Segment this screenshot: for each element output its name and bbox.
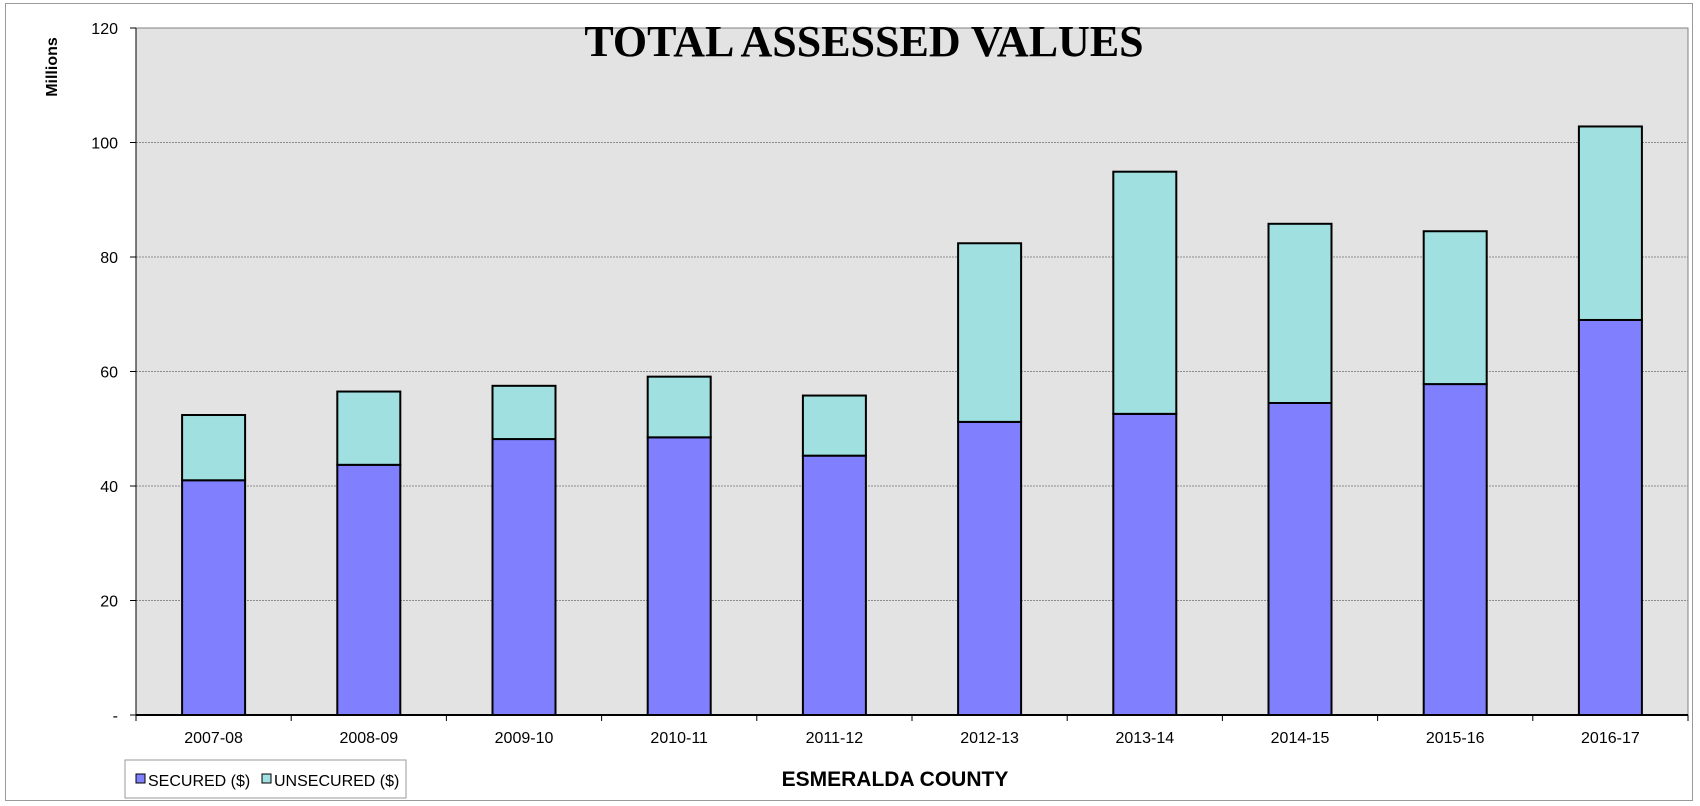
- bar-unsecured-2008-09: [336, 390, 402, 466]
- y-tick-label: 80: [100, 250, 118, 267]
- bar-unsecured-2015-16: [1422, 230, 1488, 386]
- y-tick-label: 100: [91, 136, 118, 153]
- bar-secured-2014-15: [1267, 401, 1333, 716]
- y-axis-label: Millions: [44, 37, 61, 97]
- legend: SECURED ($) UNSECURED ($): [124, 759, 407, 799]
- x-tick-label: 2015-16: [1426, 730, 1485, 747]
- x-tick-label: 2012-13: [960, 730, 1019, 747]
- bar-unsecured-2010-11: [646, 375, 712, 439]
- x-axis-ticks: 2007-08 2008-09 2009-10 2010-11 2011-12 2012-…: [135, 715, 1689, 747]
- bar-unsecured-2013-14: [1112, 170, 1178, 415]
- bar-secured-2011-12: [801, 454, 867, 716]
- bar-unsecured-2011-12: [801, 394, 867, 457]
- x-tick-label: 2007-08: [184, 730, 243, 747]
- legend-entry: UNSECURED ($): [274, 773, 399, 790]
- bar-secured-2009-10: [491, 438, 557, 716]
- bar-secured-2013-14: [1112, 412, 1178, 716]
- chart-title: TOTAL ASSESSED VALUES: [584, 17, 1143, 66]
- x-tick-label: 2011-12: [806, 730, 864, 747]
- x-tick-label: 2008-09: [339, 730, 398, 747]
- bar-unsecured-2007-08: [181, 414, 247, 482]
- bar-secured-2010-11: [646, 436, 712, 716]
- y-tick-label: 20: [100, 594, 118, 611]
- bar-secured-2008-09: [336, 463, 402, 716]
- bar-unsecured-2009-10: [491, 384, 557, 441]
- bar-secured-2016-17: [1577, 318, 1643, 716]
- x-tick-label: 2016-17: [1581, 730, 1640, 747]
- x-axis-label: ESMERALDA COUNTY: [782, 768, 1009, 791]
- bar-secured-2015-16: [1422, 383, 1488, 716]
- legend-swatch: [135, 773, 146, 784]
- x-tick-label: 2014-15: [1271, 730, 1330, 747]
- legend-swatch: [261, 773, 272, 784]
- x-tick-label: 2009-10: [495, 730, 554, 747]
- bar-unsecured-2014-15: [1267, 222, 1333, 404]
- y-axis-ticks: - 20 40 60 80 100 120: [91, 21, 136, 725]
- y-tick-label: 60: [100, 365, 118, 382]
- y-tick-label: -: [113, 708, 118, 725]
- x-tick-label: 2010-11: [650, 730, 708, 747]
- bar-unsecured-2016-17: [1577, 125, 1643, 321]
- y-tick-label: 120: [91, 21, 118, 38]
- y-tick-label: 40: [100, 479, 118, 496]
- bar-unsecured-2012-13: [957, 242, 1023, 423]
- bars: [181, 125, 1643, 716]
- x-tick-label: 2013-14: [1115, 730, 1174, 747]
- bar-secured-2007-08: [181, 479, 247, 716]
- legend-entry: SECURED ($): [148, 773, 250, 790]
- bar-secured-2012-13: [957, 420, 1023, 716]
